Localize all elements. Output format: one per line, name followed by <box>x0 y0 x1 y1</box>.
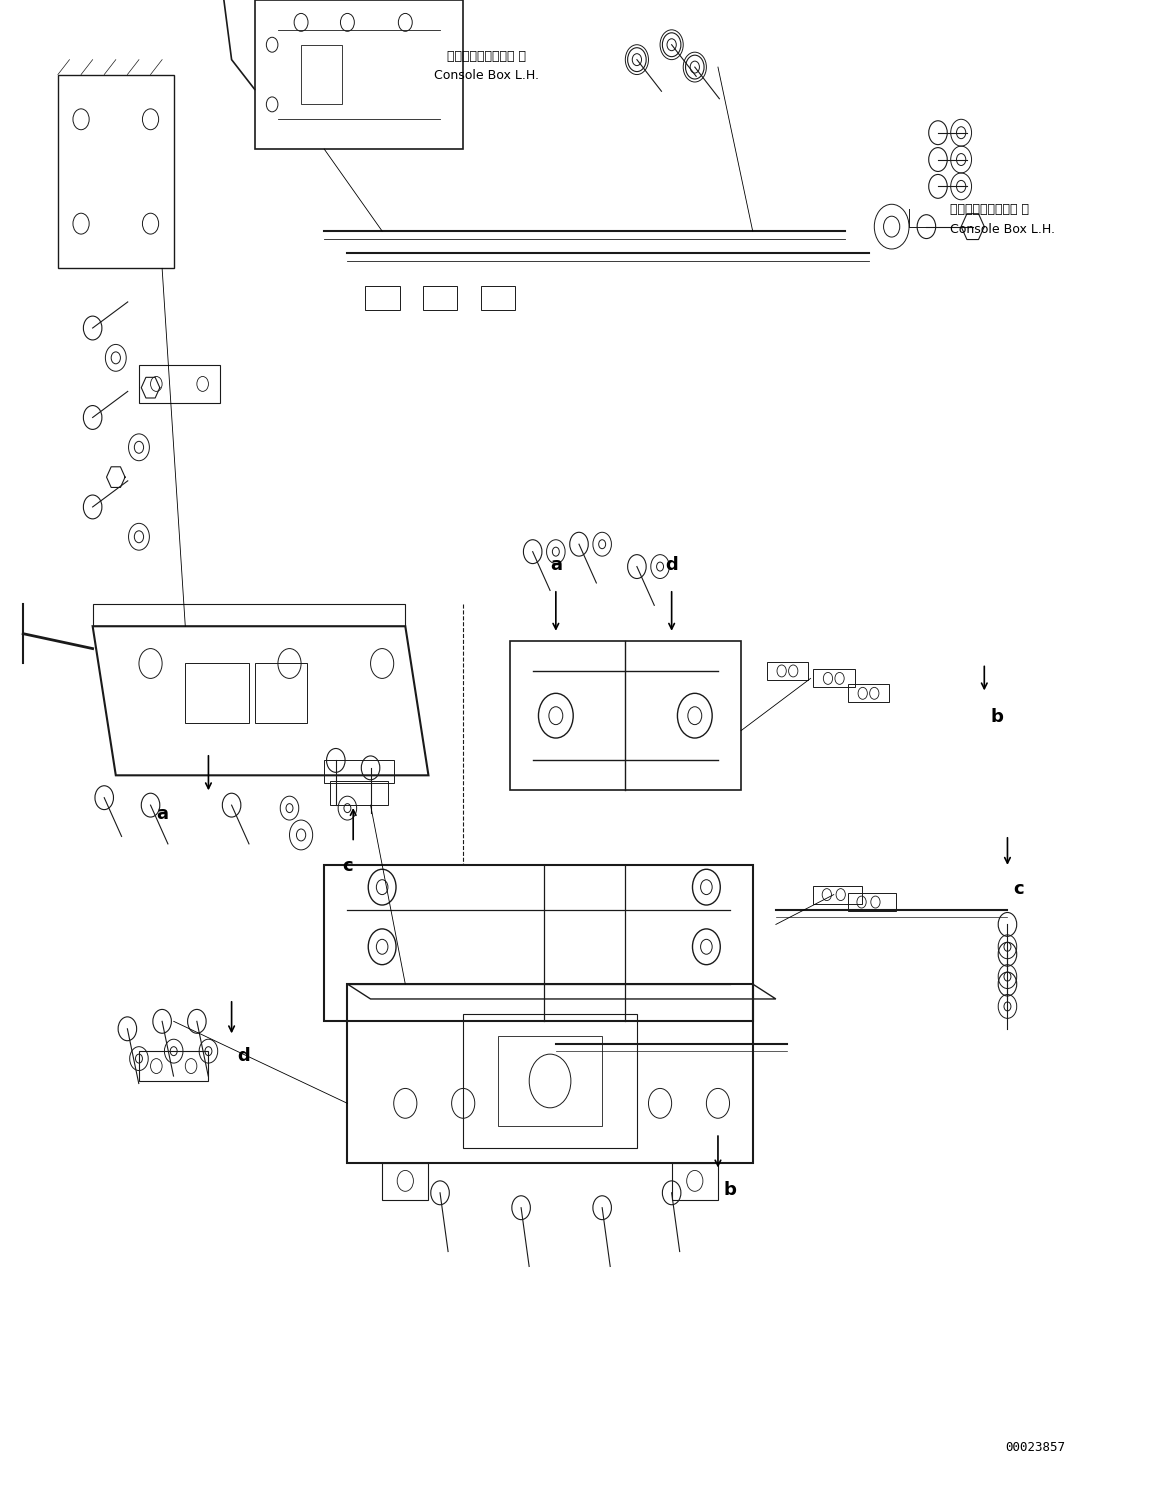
Bar <box>423 286 457 310</box>
Bar <box>463 1014 637 1148</box>
Text: コンソールボックス 左: コンソールボックス 左 <box>950 203 1028 216</box>
Text: c: c <box>342 857 353 875</box>
Text: a: a <box>156 805 168 823</box>
Text: d: d <box>665 556 679 574</box>
Text: a: a <box>550 556 562 574</box>
Text: b: b <box>724 1181 736 1199</box>
Bar <box>481 286 515 310</box>
Bar <box>330 781 388 805</box>
Bar <box>255 663 307 723</box>
Bar <box>185 663 249 723</box>
Bar <box>672 1163 718 1200</box>
Text: c: c <box>1013 880 1024 898</box>
Bar <box>365 286 400 310</box>
Bar <box>301 45 342 104</box>
Bar <box>255 0 463 149</box>
Bar <box>139 365 220 403</box>
Text: Console Box L.H.: Console Box L.H. <box>434 69 538 82</box>
Bar <box>813 669 855 687</box>
Text: 00023857: 00023857 <box>1005 1440 1065 1454</box>
Text: d: d <box>237 1047 250 1065</box>
Bar <box>848 893 896 911</box>
Text: コンソールボックス 左: コンソールボックス 左 <box>447 49 526 63</box>
Bar <box>767 662 808 680</box>
Bar <box>58 75 174 268</box>
Bar <box>813 886 862 904</box>
Text: b: b <box>990 708 1003 726</box>
Bar <box>382 1163 428 1200</box>
Bar <box>139 1051 208 1081</box>
Bar <box>498 1036 602 1126</box>
Bar <box>848 684 889 702</box>
Bar <box>324 760 394 783</box>
Text: Console Box L.H.: Console Box L.H. <box>950 222 1055 236</box>
